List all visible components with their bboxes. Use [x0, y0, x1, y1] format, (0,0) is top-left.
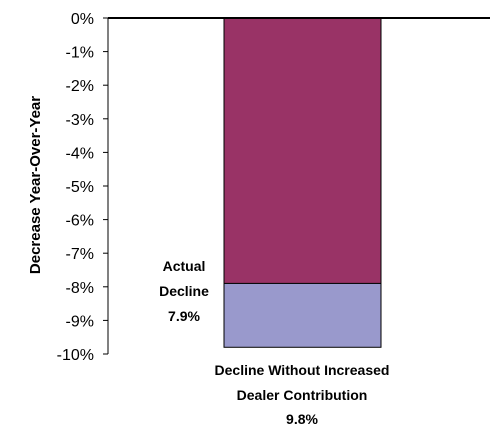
without-contribution-label-line1: Decline Without Increased: [215, 362, 390, 378]
actual-decline-label-line2: Decline: [159, 283, 209, 299]
y-axis: [103, 17, 109, 355]
y-tick-labels: 0% -1% -2% -3% -4% -5% -6% -7% -8% -9% -10%: [57, 11, 94, 364]
bars: [223, 17, 382, 348]
y-tick-label: -5%: [66, 179, 94, 196]
without-contribution-value: 9.8%: [286, 411, 318, 427]
actual-decline-annotation: Actual Decline 7.9%: [159, 258, 209, 324]
actual-decline-label-line1: Actual: [163, 258, 206, 274]
y-tick-label: -8%: [66, 280, 94, 297]
without-contribution-annotation: Decline Without Increased Dealer Contrib…: [215, 362, 390, 427]
y-tick-label: -9%: [66, 313, 94, 330]
without-contribution-label-line2: Dealer Contribution: [237, 387, 368, 403]
y-tick-label: -2%: [66, 78, 94, 95]
y-tick-label: -4%: [66, 145, 94, 162]
y-tick-label: -10%: [57, 347, 94, 364]
bar-decline-without-contribution: [223, 282, 382, 348]
y-tick-label: 0%: [71, 11, 94, 28]
y-tick-label: -1%: [66, 45, 94, 62]
y-tick-label: -6%: [66, 213, 94, 230]
y-axis-label: Decrease Year-Over-Year: [27, 96, 44, 274]
actual-decline-value: 7.9%: [168, 308, 200, 324]
y-tick-label: -7%: [66, 246, 94, 263]
y-tick-label: -3%: [66, 112, 94, 129]
bar-actual-decline: [223, 17, 382, 284]
